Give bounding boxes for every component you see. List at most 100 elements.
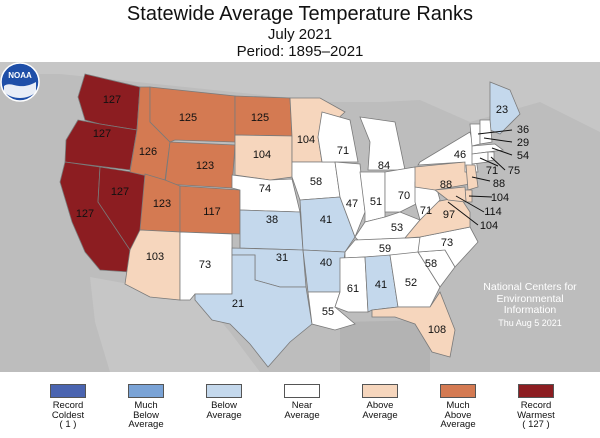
noaa-logo-text: NOAA (8, 71, 32, 80)
state-OH (384, 166, 421, 213)
rank-OR: 127 (93, 128, 111, 140)
state-RI (487, 151, 495, 162)
legend-label-line: Average (284, 409, 320, 421)
rank-ND: 125 (251, 112, 269, 124)
rank-WV: 71 (420, 205, 432, 217)
rank-VT: 36 (517, 124, 529, 136)
legend-item-above: Above Average (340, 384, 420, 420)
callout-line-NH (483, 137, 513, 143)
rank-OH: 70 (398, 190, 410, 202)
rank-MS: 61 (347, 283, 359, 295)
rank-WI: 71 (337, 145, 349, 157)
state-SD (234, 134, 293, 181)
legend-label-line: Near (291, 400, 313, 411)
state-IL (334, 161, 366, 239)
state-NH (479, 119, 493, 145)
rank-OK: 31 (276, 252, 288, 264)
rank-SD: 104 (253, 149, 271, 161)
rank-UT: 123 (153, 198, 171, 210)
legend-label: Much Below Average (106, 401, 186, 430)
rank-CA: 127 (76, 208, 94, 220)
ncei-line-2: Environmental (496, 292, 564, 305)
rank-AZ: 103 (146, 251, 164, 263)
rank-NE: 74 (259, 183, 271, 195)
legend-label-line: Much (134, 400, 158, 411)
rank-KY: 53 (391, 222, 403, 234)
rank-labels: 127 127 127 127 126 125 123 123 117 103 … (76, 94, 529, 336)
rank-TX: 21 (232, 298, 244, 310)
rank-ME: 23 (496, 104, 508, 116)
rank-WY: 123 (196, 160, 214, 172)
state-GA (389, 251, 441, 308)
rank-IN: 51 (370, 196, 382, 208)
legend-label: Much Above Average (418, 401, 498, 430)
rank-MO: 41 (320, 214, 332, 226)
rank-WA: 127 (103, 94, 121, 106)
rank-PA: 88 (440, 179, 452, 191)
rank-NM: 73 (199, 259, 211, 271)
noaa-logo: NOAA (0, 62, 40, 102)
legend-label-line: Above (366, 400, 394, 411)
legend-item-record-coldest: Record Coldest( 1 ) (28, 384, 108, 430)
legend-item-below: Below Average (184, 384, 264, 420)
rank-TN: 59 (379, 243, 391, 255)
state-TX (194, 254, 313, 368)
legend-label-line: Record (52, 400, 84, 411)
rank-MI: 84 (378, 160, 390, 172)
state-MA (471, 143, 505, 155)
rank-AR: 40 (320, 257, 332, 269)
legend-label: Above Average (340, 401, 420, 420)
rank-NY: 46 (454, 149, 466, 161)
callout-lines (447, 129, 513, 226)
state-MO (299, 196, 356, 253)
rank-VA: 97 (443, 209, 455, 221)
rank-ID: 126 (139, 146, 157, 158)
legend-label-line: Average (362, 409, 398, 421)
rank-NJ: 88 (493, 178, 505, 190)
callout-line-DC (447, 201, 479, 226)
map-subtitle: July 2021 (267, 26, 333, 43)
legend-swatch (206, 384, 242, 398)
rank-DC: 104 (480, 220, 498, 232)
legend-label: Record Warmest( 127 ) (496, 401, 576, 430)
rank-RI: 75 (508, 165, 520, 177)
legend: Record Coldest( 1 ) Much Below Average Below A… (0, 384, 600, 438)
gulf-water (340, 320, 430, 372)
legend-label-line: Much (446, 400, 470, 411)
legend-label-line: Below (133, 409, 159, 421)
callout-line-NJ (471, 176, 491, 182)
legend-label: Below Average (184, 401, 264, 420)
ncei-date: Thu Aug 5 2021 (498, 317, 562, 328)
rank-CO: 117 (203, 206, 221, 218)
legend-item-near: Near Average (262, 384, 342, 420)
legend-swatch (440, 384, 476, 398)
legend-label-line: Average (128, 419, 164, 430)
rank-CT: 71 (486, 165, 498, 177)
legend-item-much-above: Much Above Average (418, 384, 498, 430)
rank-SC: 58 (425, 258, 437, 270)
rank-KS: 38 (266, 214, 278, 226)
legend-swatch (518, 384, 554, 398)
rank-MN: 104 (297, 134, 315, 146)
legend-label: Record Coldest( 1 ) (28, 401, 108, 430)
state-VT (469, 123, 481, 147)
rank-MD: 114 (484, 206, 502, 218)
rank-FL: 108 (428, 324, 446, 336)
ncei-line-3: Information (503, 304, 557, 316)
legend-item-record-warmest: Record Warmest( 127 ) (496, 384, 576, 430)
legend-label-line: Warmest (517, 409, 555, 421)
map-period: Period: 1895–2021 (236, 43, 364, 60)
ncei-credit: National Centers for Environmental Infor… (470, 281, 590, 329)
map-canvas: 127 127 127 127 126 125 123 123 117 103 … (0, 62, 600, 372)
canada-land (0, 62, 600, 132)
state-FL (371, 291, 456, 358)
state-MI (359, 116, 406, 171)
rank-NV: 127 (111, 186, 129, 198)
rank-IA: 58 (310, 176, 322, 188)
legend-swatch (50, 384, 86, 398)
rank-NH: 29 (517, 137, 529, 149)
ncei-line-1: National Centers for (483, 281, 577, 293)
callout-line-VT (477, 129, 513, 135)
rank-AL: 41 (375, 279, 387, 291)
callout-line-RI (490, 156, 506, 171)
